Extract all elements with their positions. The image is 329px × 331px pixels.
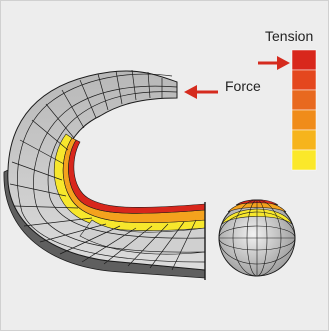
force-label: Force [225,78,261,94]
tension-legend-swatch [291,149,317,171]
cross-section [218,199,296,277]
stress-band-red [68,139,206,214]
tension-label: Tension [265,28,314,44]
tension-legend [291,49,317,171]
tension-legend-swatch [291,69,317,91]
tension-legend-swatch [291,109,317,131]
bent-beam [3,69,206,280]
tension-legend-swatch [291,129,317,151]
tension-arrow-icon [258,56,290,70]
left-arrow-icon [184,85,218,99]
tension-legend-swatch [291,89,317,111]
tension-legend-swatch [291,49,317,71]
beam-mesh [9,69,206,271]
